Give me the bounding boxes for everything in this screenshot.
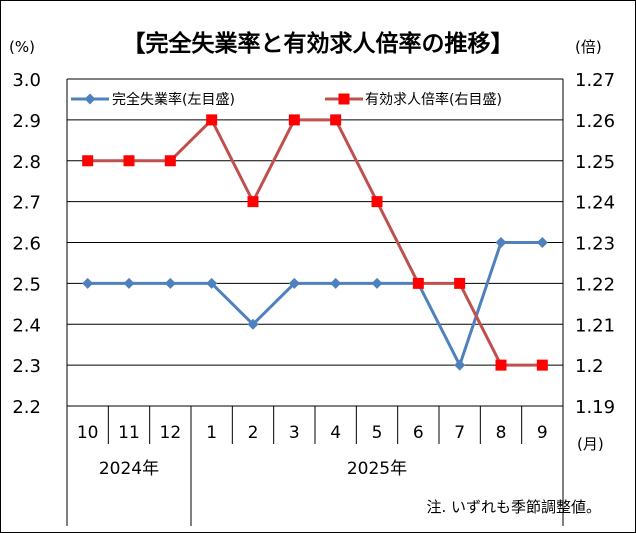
- series-markers: [82, 114, 548, 371]
- right-tick-label: 1.25: [575, 152, 615, 173]
- series-1-point: [536, 237, 548, 248]
- series-1-point: [206, 277, 218, 289]
- series-2-point: [288, 114, 300, 126]
- series-line-1: [87, 241, 543, 367]
- year-label: 2024年: [99, 459, 159, 479]
- legend-label-2: 有効求人倍率(右目盛): [365, 91, 502, 108]
- series-2-point: [412, 277, 424, 289]
- series-2-point: [247, 196, 259, 208]
- gridlines: [67, 78, 563, 366]
- left-tick-label: 2.6: [12, 234, 41, 255]
- series-2-point: [371, 196, 383, 208]
- right-tick-label: 1.26: [575, 111, 615, 132]
- left-tick-label: 2.5: [12, 274, 41, 295]
- right-axis-unit: (倍): [575, 38, 602, 56]
- series-line-2: [87, 118, 543, 367]
- left-tick-label: 3.0: [12, 70, 41, 91]
- left-tick-label: 2.8: [12, 152, 41, 173]
- right-tick-label: 1.22: [575, 274, 615, 295]
- x-axis-unit: (月): [577, 435, 604, 453]
- left-tick-label: 2.4: [12, 315, 41, 336]
- series-2-point: [495, 359, 507, 371]
- series-1-point: [82, 277, 94, 289]
- series-1-point: [164, 277, 176, 289]
- chart-title: 【完全失業率と有効求人倍率の推移】: [123, 30, 514, 57]
- legend-marker-2: [338, 93, 350, 105]
- x-tick-label: 6: [413, 423, 424, 443]
- series-1-point: [288, 277, 300, 289]
- x-tick-label: 10: [77, 423, 99, 443]
- year-label: 2025年: [347, 459, 407, 479]
- series-1-point: [330, 277, 342, 289]
- series-2-point: [206, 114, 218, 126]
- right-tick-label: 1.27: [575, 70, 615, 91]
- series-1-point: [454, 359, 466, 371]
- footnote: 注. いずれも季節調整値。: [426, 498, 601, 516]
- right-tick-label: 1.23: [575, 234, 615, 255]
- left-tick-label: 2.9: [12, 111, 41, 132]
- x-tick-label: 4: [330, 423, 341, 443]
- series-lines: [87, 118, 543, 367]
- axes: [66, 79, 564, 526]
- series-1-point: [371, 277, 383, 289]
- x-tick-label: 5: [372, 423, 383, 443]
- series-2-point: [536, 359, 548, 371]
- series-2-point: [82, 155, 94, 167]
- left-tick-label: 2.3: [12, 356, 41, 377]
- left-axis-unit: (%): [9, 38, 35, 56]
- left-tick-label: 2.7: [12, 193, 41, 214]
- x-tick-label: 8: [496, 423, 507, 443]
- series-2-point: [164, 155, 176, 167]
- series-2-point: [454, 277, 466, 289]
- series-2-point: [330, 114, 342, 126]
- left-tick-label: 2.2: [12, 397, 41, 418]
- x-tick-label: 3: [289, 423, 300, 443]
- series-1-point: [123, 277, 135, 289]
- series-1-point: [247, 318, 259, 330]
- right-tick-label: 1.2: [575, 356, 604, 377]
- right-tick-label: 1.24: [575, 193, 615, 214]
- series-2-point: [123, 155, 135, 167]
- legend: 完全失業率(左目盛) 有効求人倍率(右目盛): [71, 91, 502, 108]
- left-axis-ticks: 2.2 2.3 2.4 2.5 2.6 2.7 2.8 2.9 3.0: [12, 70, 41, 418]
- x-tick-label: 9: [537, 423, 548, 443]
- x-tick-label: 1: [206, 423, 217, 443]
- x-tick-label: 2: [248, 423, 259, 443]
- x-tick-label: 12: [160, 423, 182, 443]
- legend-marker-1: [84, 93, 96, 105]
- x-tick-label: 7: [454, 423, 465, 443]
- legend-label-1: 完全失業率(左目盛): [112, 91, 235, 108]
- right-tick-label: 1.21: [575, 315, 615, 336]
- right-axis-ticks: 1.19 1.2 1.21 1.22 1.23 1.24 1.25 1.26 1.27: [575, 70, 615, 418]
- series-1-point: [495, 237, 507, 248]
- right-tick-label: 1.19: [575, 397, 615, 418]
- x-tick-label: 11: [118, 423, 140, 443]
